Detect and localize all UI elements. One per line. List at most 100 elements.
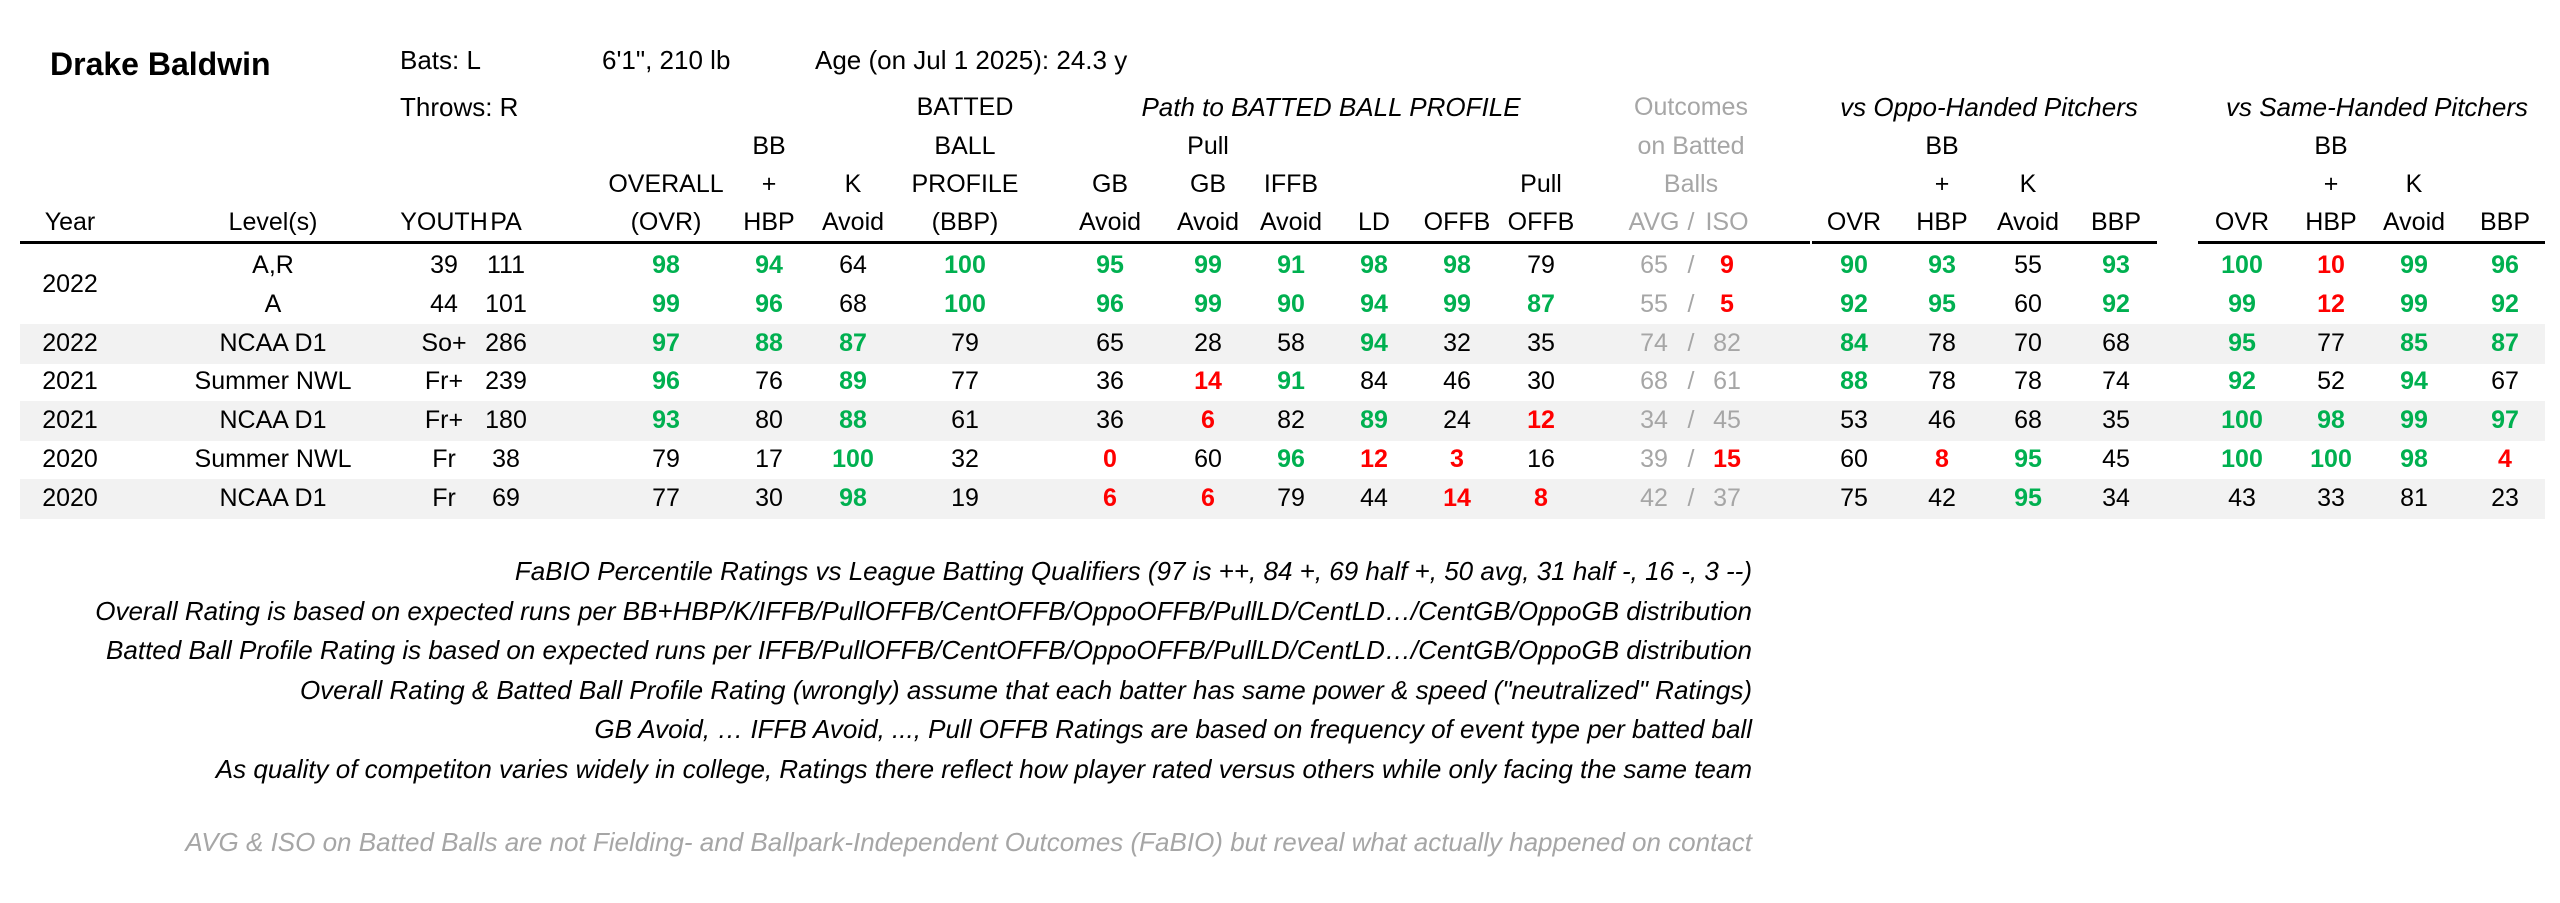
cell-same-bb-hbp: 77 xyxy=(2317,329,2345,357)
col-header-same-k-avoid-line-1: K xyxy=(2405,170,2423,198)
col-header-gb-avoid-line-2: Avoid xyxy=(1078,208,1142,236)
col-header-iffb-avoid-line-1: IFFB xyxy=(1263,170,1319,198)
cell-oppo-k-avoid: 68 xyxy=(2014,406,2042,434)
cell-same-k-avoid: 99 xyxy=(2400,290,2428,318)
cell-same-ovr: 100 xyxy=(2221,406,2263,434)
cell-pa: 239 xyxy=(485,367,527,395)
cell-avg: 55 xyxy=(1640,290,1668,318)
cell-bb-hbp: 17 xyxy=(755,445,783,473)
cell-ld: 94 xyxy=(1360,290,1388,318)
col-header-level: Level(s) xyxy=(228,208,318,236)
col-header-iso: ISO xyxy=(1705,208,1749,236)
cell-offb: 98 xyxy=(1443,251,1471,279)
footnote: AVG & ISO on Batted Balls are not Fieldi… xyxy=(185,827,1752,857)
cell-oppo-ovr: 90 xyxy=(1840,251,1868,279)
cell-same-ovr: 99 xyxy=(2228,290,2256,318)
cell-same-bbp: 23 xyxy=(2491,484,2519,512)
cell-avg: 34 xyxy=(1640,406,1668,434)
cell-bbp: 61 xyxy=(951,406,979,434)
cell-ld: 94 xyxy=(1360,329,1388,357)
cell-same-bb-hbp: 100 xyxy=(2310,445,2352,473)
cell-avg: 74 xyxy=(1640,329,1668,357)
cell-pull-offb: 12 xyxy=(1527,406,1555,434)
cell-iffb-avoid: 91 xyxy=(1277,367,1305,395)
cell-youth: Fr+ xyxy=(424,406,464,434)
cell-overall: 98 xyxy=(652,251,680,279)
cell-overall: 77 xyxy=(652,484,680,512)
note-line: Overall Rating & Batted Ball Profile Rat… xyxy=(299,674,1752,705)
cell-bb-hbp: 94 xyxy=(755,251,783,279)
cell-gb-avoid: 95 xyxy=(1096,251,1124,279)
cell-avg-iso-sep: / xyxy=(1687,406,1695,434)
cell-level: NCAA D1 xyxy=(219,484,327,512)
cell-level: Summer NWL xyxy=(194,445,352,473)
col-header-oppo-bbp: BBP xyxy=(2090,208,2142,236)
cell-offb: 99 xyxy=(1443,290,1471,318)
header-rule-main xyxy=(20,241,1810,244)
col-header-avg-iso-sep: / xyxy=(1687,208,1695,236)
cell-bb-hbp: 96 xyxy=(755,290,783,318)
cell-pull-gb-avoid: 99 xyxy=(1194,290,1222,318)
cell-pa: 38 xyxy=(492,445,520,473)
col-header-oppo-bb-hbp-line-3: HBP xyxy=(1916,208,1968,236)
cell-iffb-avoid: 82 xyxy=(1277,406,1305,434)
cell-youth: Fr xyxy=(432,484,456,512)
cell-offb: 3 xyxy=(1450,445,1464,473)
cell-pa: 101 xyxy=(485,290,527,318)
cell-iffb-avoid: 90 xyxy=(1277,290,1305,318)
cell-oppo-bb-hbp: 78 xyxy=(1928,329,1956,357)
cell-same-ovr: 43 xyxy=(2228,484,2256,512)
cell-same-bb-hbp: 52 xyxy=(2317,367,2345,395)
cell-oppo-bbp: 45 xyxy=(2102,445,2130,473)
cell-same-k-avoid: 99 xyxy=(2400,406,2428,434)
cell-pull-offb: 16 xyxy=(1527,445,1555,473)
note-line: As quality of competiton varies widely i… xyxy=(215,753,1752,784)
cell-bbp: 100 xyxy=(944,290,986,318)
cell-k-avoid: 89 xyxy=(839,367,867,395)
oppo-group-header: vs Oppo-Handed Pitchers xyxy=(1840,92,2138,122)
cell-same-k-avoid: 98 xyxy=(2400,445,2428,473)
cell-same-bbp: 4 xyxy=(2498,445,2512,473)
cell-oppo-bbp: 92 xyxy=(2102,290,2130,318)
cell-youth: Fr+ xyxy=(424,367,464,395)
cell-gb-avoid: 36 xyxy=(1096,406,1124,434)
cell-same-ovr: 95 xyxy=(2228,329,2256,357)
cell-pa: 286 xyxy=(485,329,527,357)
cell-pull-offb: 35 xyxy=(1527,329,1555,357)
cell-same-k-avoid: 99 xyxy=(2400,251,2428,279)
cell-same-ovr: 92 xyxy=(2228,367,2256,395)
cell-k-avoid: 88 xyxy=(839,406,867,434)
cell-oppo-bbp: 68 xyxy=(2102,329,2130,357)
row-band xyxy=(20,401,2545,441)
cell-iso: 61 xyxy=(1713,367,1741,395)
cell-avg-iso-sep: / xyxy=(1687,329,1695,357)
player-age: Age (on Jul 1 2025): 24.3 y xyxy=(815,45,1128,75)
cell-oppo-ovr: 92 xyxy=(1840,290,1868,318)
cell-avg: 39 xyxy=(1640,445,1668,473)
cell-level: NCAA D1 xyxy=(219,329,327,357)
cell-level: Summer NWL xyxy=(194,367,352,395)
note-line: Batted Ball Profile Rating is based on e… xyxy=(106,635,1752,665)
col-header-oppo-k-avoid-line-2: Avoid xyxy=(1996,208,2060,236)
path-group-header: Path to BATTED BALL PROFILE xyxy=(1141,92,1521,122)
col-header-same-bb-hbp-line-2: + xyxy=(2323,170,2339,198)
cell-overall: 99 xyxy=(652,290,680,318)
col-header-oppo-ovr: OVR xyxy=(1826,208,1882,236)
cell-oppo-k-avoid: 70 xyxy=(2014,329,2042,357)
cell-same-k-avoid: 81 xyxy=(2400,484,2428,512)
cell-iso: 9 xyxy=(1720,251,1734,279)
col-header-iffb-avoid-line-2: Avoid xyxy=(1259,208,1323,236)
cell-same-bb-hbp: 12 xyxy=(2317,290,2345,318)
cell-same-bbp: 92 xyxy=(2491,290,2519,318)
col-header-pull-offb-line-2: OFFB xyxy=(1507,208,1575,236)
col-header-same-bb-hbp-line-1: BB xyxy=(2314,132,2348,160)
outcomes-group-header-2: on Batted xyxy=(1637,132,1745,160)
cell-bb-hbp: 80 xyxy=(755,406,783,434)
col-header-gb-avoid-line-1: GB xyxy=(1091,170,1129,198)
col-header-bb-hbp-line-1: BB xyxy=(752,132,786,160)
col-header-bb-hbp-line-3: HBP xyxy=(743,208,795,236)
col-header-youth: YOUTH xyxy=(400,208,488,236)
cell-pull-offb: 87 xyxy=(1527,290,1555,318)
cell-iso: 37 xyxy=(1713,484,1741,512)
